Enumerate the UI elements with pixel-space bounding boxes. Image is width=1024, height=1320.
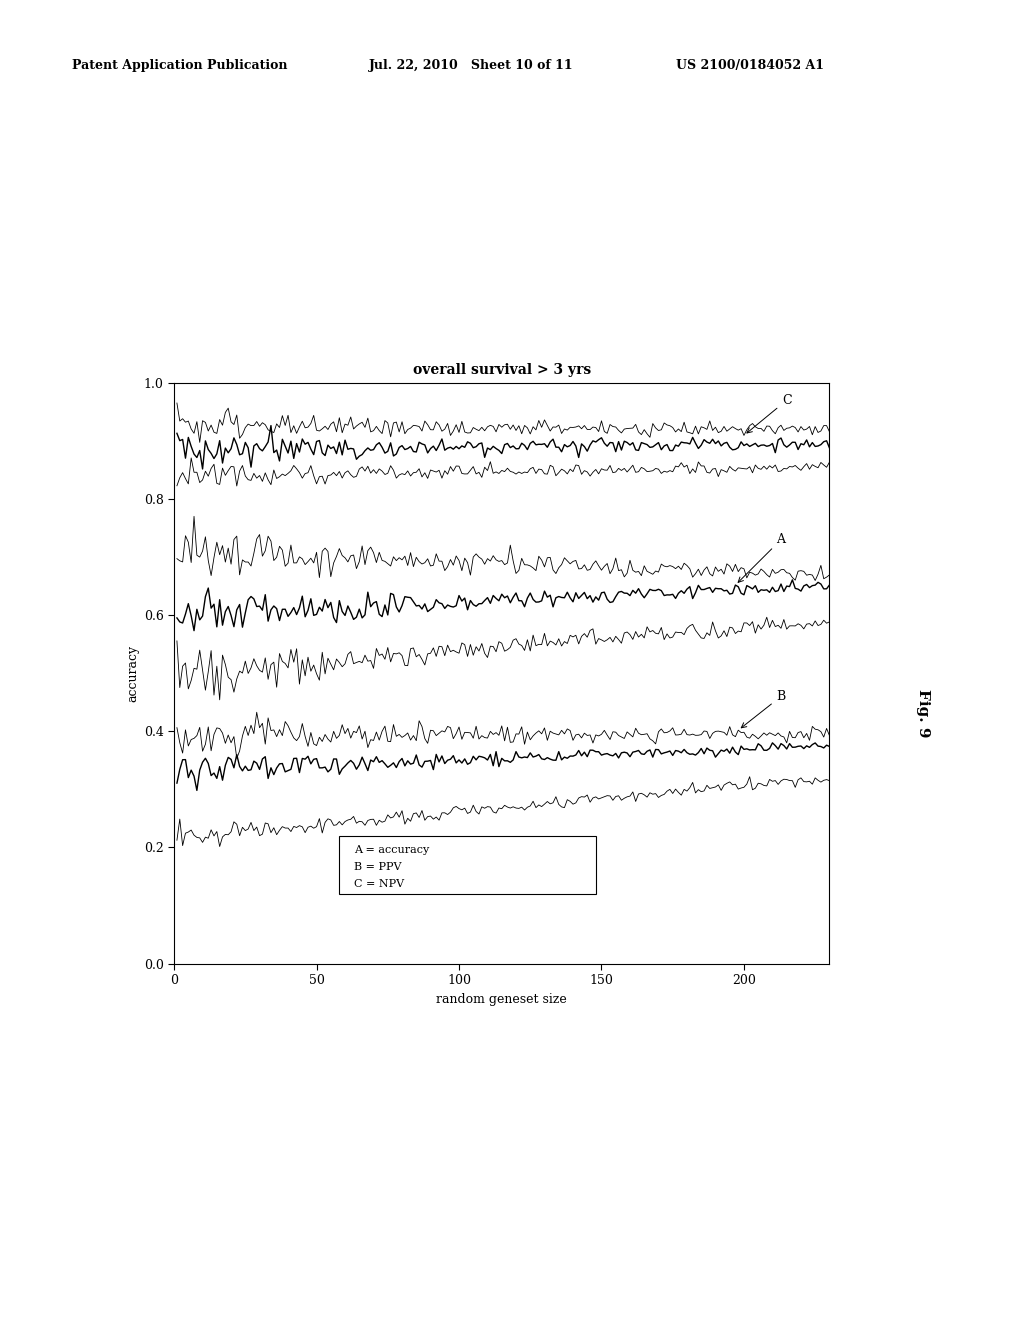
Text: B = PPV: B = PPV [353, 862, 401, 873]
Text: US 2100/0184052 A1: US 2100/0184052 A1 [676, 59, 824, 73]
Text: B: B [741, 690, 785, 727]
Bar [339, 836, 596, 894]
Text: A = accuracy: A = accuracy [353, 845, 429, 854]
Text: C: C [746, 393, 792, 433]
Text: Jul. 22, 2010   Sheet 10 of 11: Jul. 22, 2010 Sheet 10 of 11 [369, 59, 573, 73]
Y-axis label: accuracy: accuracy [127, 644, 139, 702]
Text: Patent Application Publication: Patent Application Publication [72, 59, 287, 73]
X-axis label: random geneset size: random geneset size [436, 993, 567, 1006]
Text: C = NPV: C = NPV [353, 879, 403, 890]
Text: A: A [738, 533, 785, 582]
Title: overall survival > 3 yrs: overall survival > 3 yrs [413, 363, 591, 378]
Text: Fig. 9: Fig. 9 [916, 689, 931, 737]
